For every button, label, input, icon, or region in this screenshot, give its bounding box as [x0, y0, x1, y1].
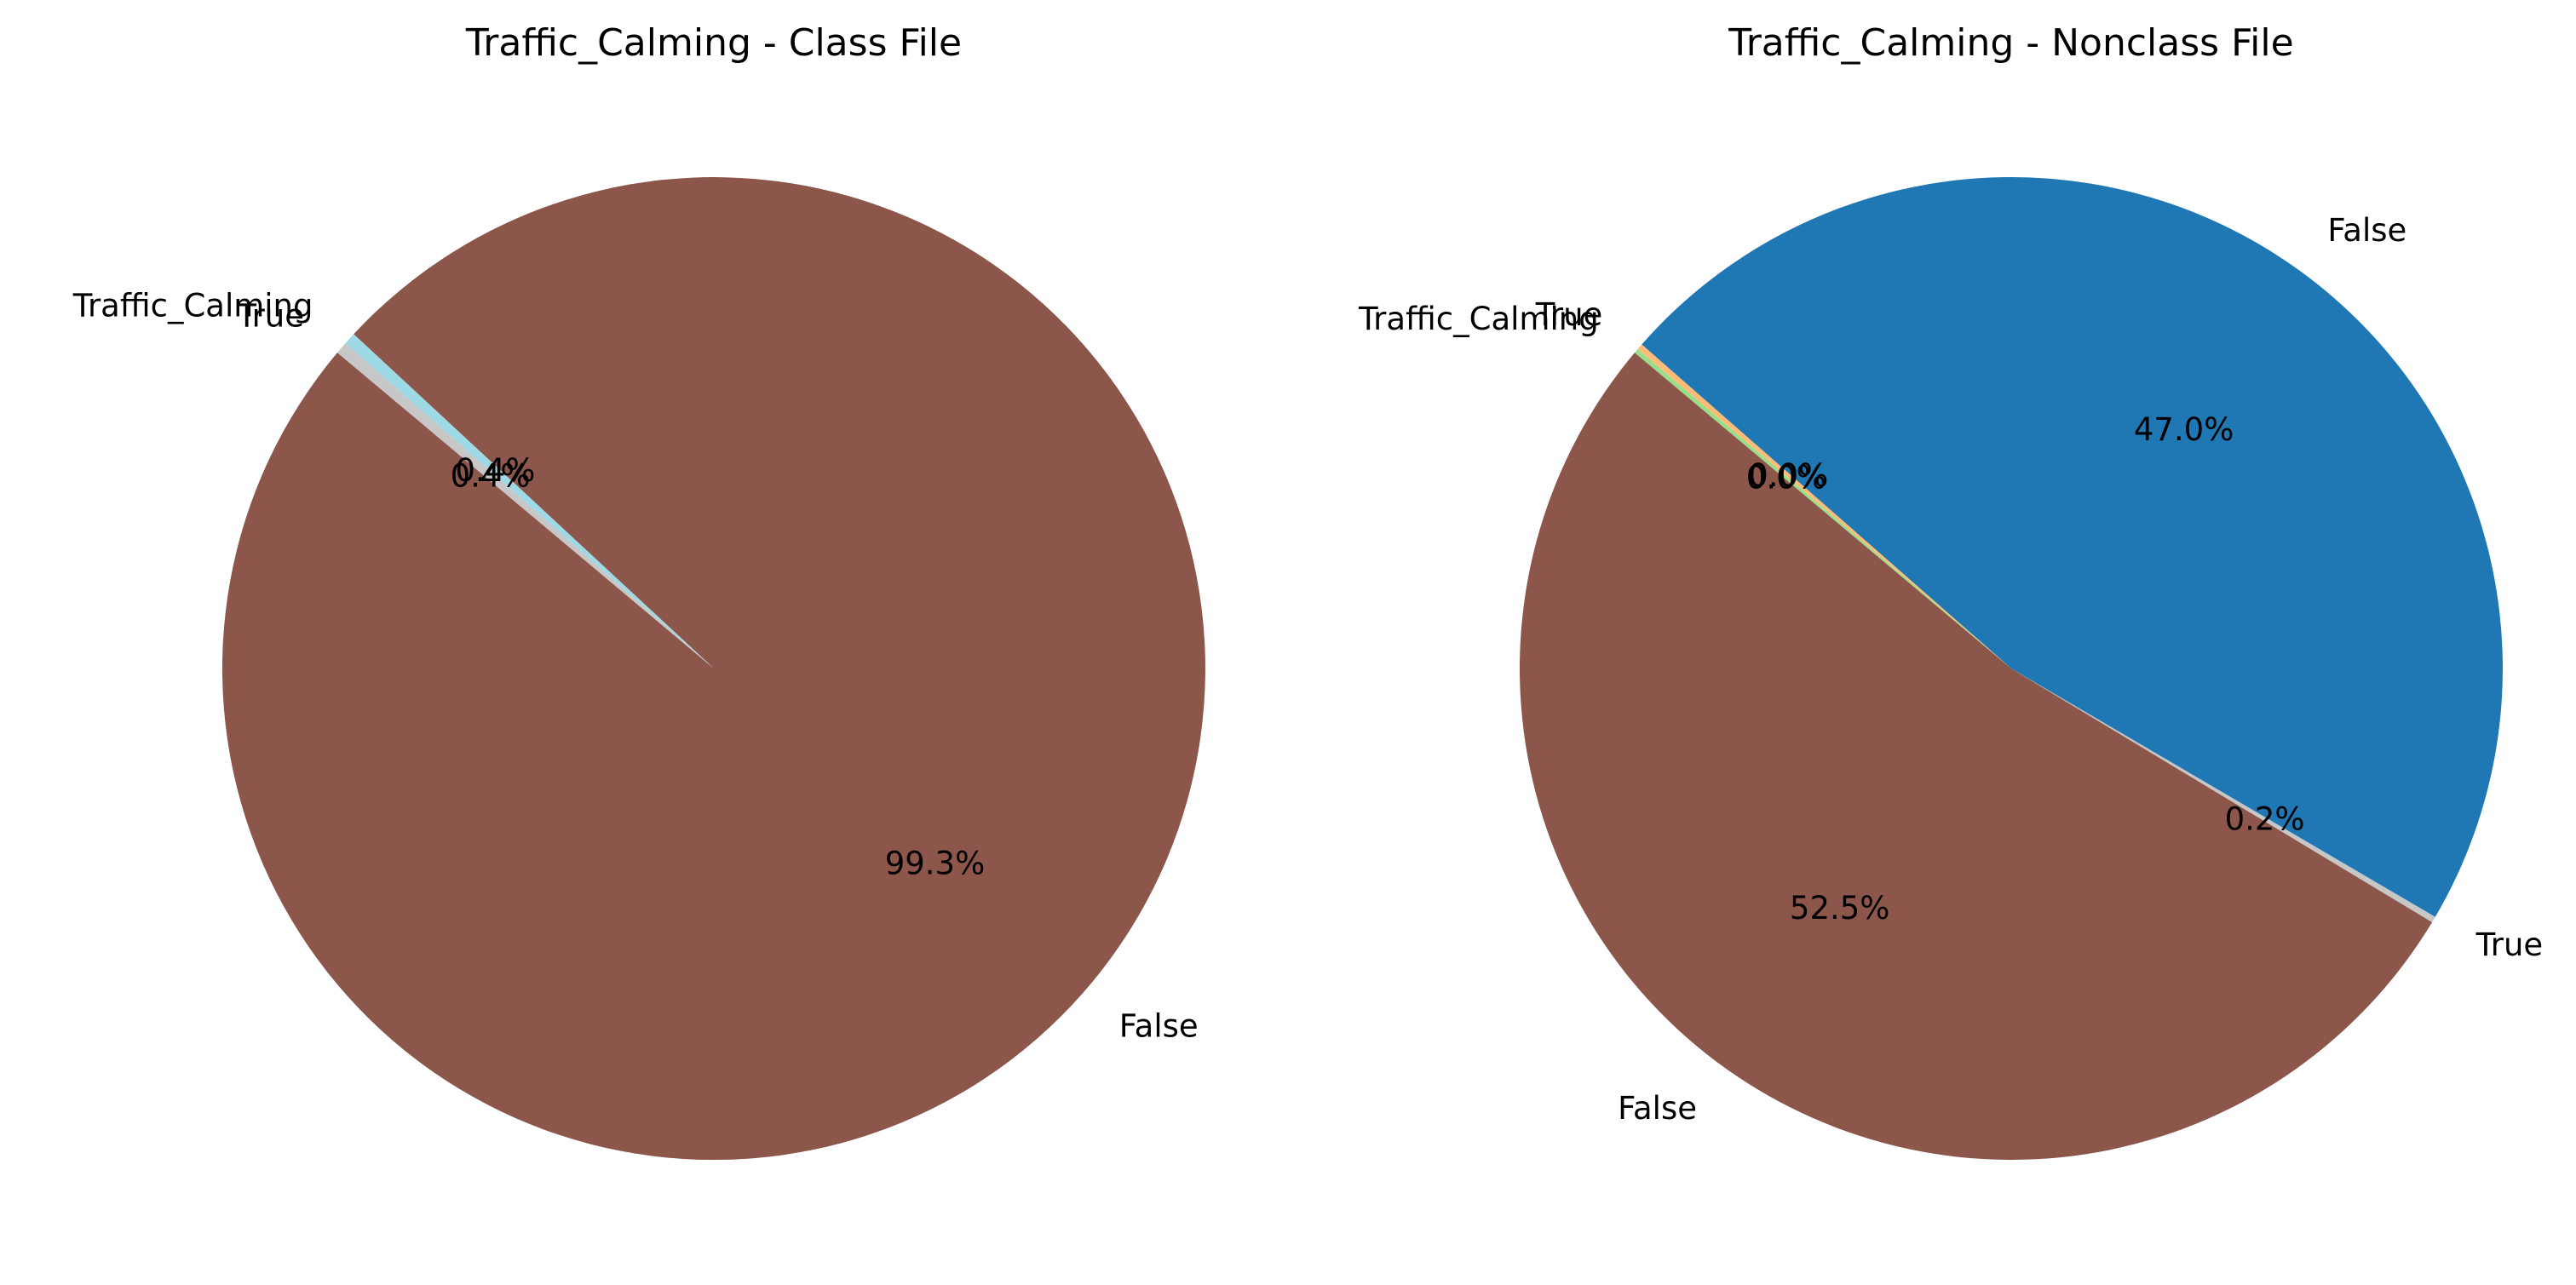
slice-label: False	[2327, 212, 2406, 249]
slice-percent-label: 47.0%	[2134, 411, 2234, 448]
slice-percent-label: 0.0%	[1748, 457, 1828, 494]
pie-slice-2	[1642, 177, 2503, 917]
slice-percent-label: 0.4%	[451, 458, 531, 495]
pie-slice-1	[2011, 668, 2435, 922]
pie-slice-2	[336, 343, 714, 668]
slice-label: False	[1618, 1090, 1697, 1127]
slice-label: True	[236, 298, 304, 335]
pie-slice-3	[1637, 344, 2011, 668]
pie-slice-0	[221, 177, 1205, 1161]
slice-percent-label: 0.2%	[2225, 800, 2305, 837]
chart-title: Traffic_Calming - Class File	[465, 21, 962, 65]
pie-chart-class-file: Traffic_Calming - Class File False 99.3% T…	[72, 21, 1205, 1161]
pie-chart-nonclass-file: Traffic_Calming - Nonclass File False 52.…	[1358, 21, 2544, 1161]
pie-slice-4	[1634, 348, 2011, 668]
slice-label: Traffic_Calming	[72, 288, 313, 324]
pie-slice-1	[345, 334, 714, 668]
slice-label: True	[1535, 296, 1603, 333]
slice-percent-label: 99.3%	[885, 846, 986, 882]
slice-label: False	[1119, 1008, 1199, 1045]
pie-slice-0	[1519, 353, 2433, 1161]
slice-percent-label: 52.5%	[1790, 890, 1890, 926]
slice-label: Traffic_Calming	[1358, 301, 1599, 337]
slice-percent-label: 0.4%	[455, 452, 535, 489]
slice-label: True	[2475, 926, 2544, 963]
slice-percent-label: 0.0%	[1746, 460, 1826, 496]
chart-title: Traffic_Calming - Nonclass File	[1728, 21, 2293, 65]
